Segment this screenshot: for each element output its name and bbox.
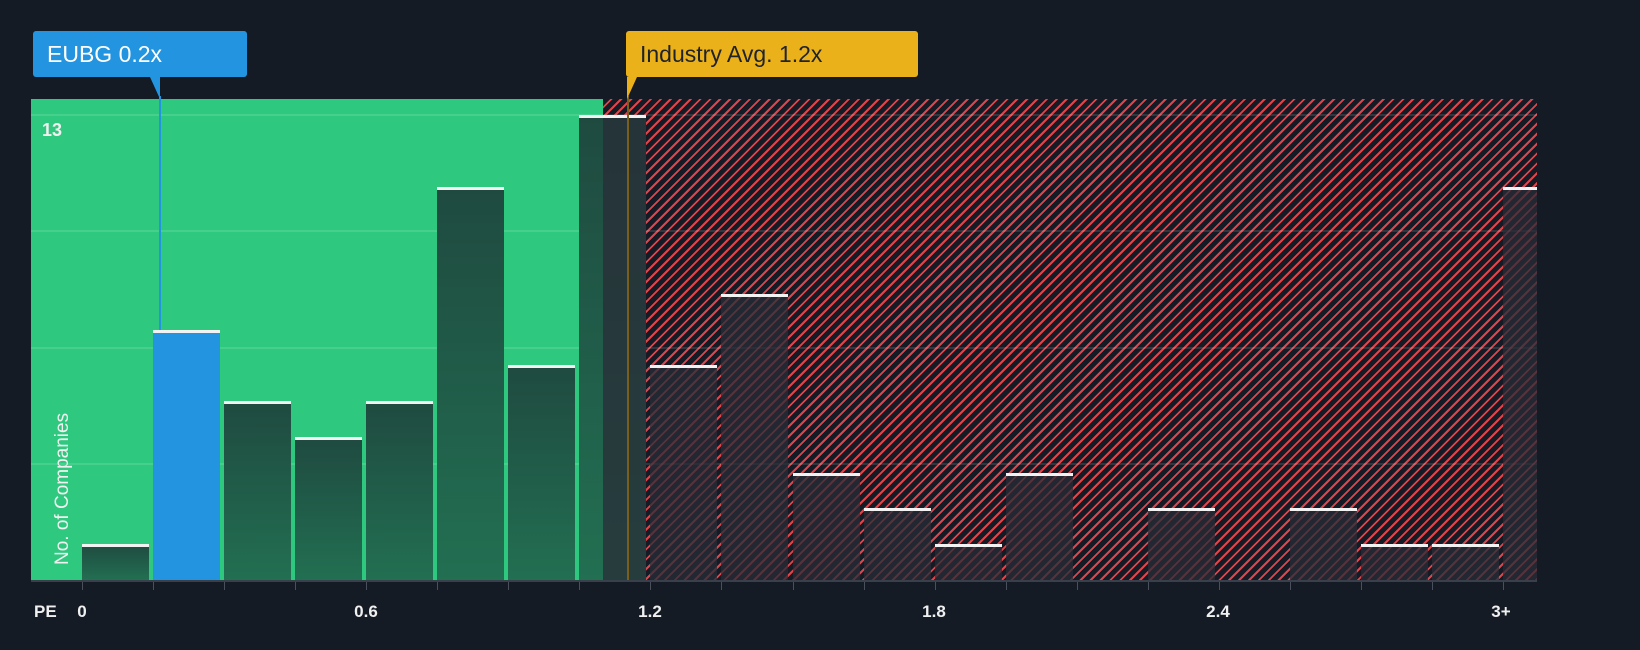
gridline (31, 230, 1537, 233)
bar-cap (153, 329, 221, 333)
histogram-bar (863, 508, 931, 580)
histogram-bar-overlap (603, 115, 647, 580)
x-tick (1006, 582, 1007, 590)
histogram-bar (82, 544, 149, 580)
company-callout: EUBG 0.2x (33, 31, 247, 77)
histogram-bar (366, 401, 434, 580)
bar-cap (1360, 544, 1428, 548)
x-tick (437, 582, 438, 590)
bar-cap (934, 544, 1002, 548)
x-tick (366, 582, 367, 590)
bar-cap (1147, 508, 1215, 512)
x-tick (864, 582, 865, 590)
x-tick (1148, 582, 1149, 590)
x-tick-label: 0.6 (354, 602, 378, 621)
x-tick (935, 582, 936, 590)
bar-cap (1431, 544, 1499, 548)
bar-cap (1503, 186, 1537, 190)
x-tick (721, 582, 722, 590)
y-axis-title: No. of Companies (52, 412, 73, 565)
histogram-bar (437, 186, 505, 580)
y-axis-max-label: 13 (42, 120, 63, 140)
histogram-bar (1360, 544, 1428, 580)
x-tick (1503, 582, 1504, 590)
x-tick-label: 2.4 (1206, 602, 1230, 621)
bar-cap (1289, 508, 1357, 512)
histogram-bar (721, 293, 789, 580)
x-tick (1219, 582, 1220, 590)
company-marker-line (159, 96, 161, 330)
gridline (31, 114, 1537, 116)
bar-cap (863, 508, 931, 512)
company-bar (153, 329, 221, 580)
bar-cap (295, 436, 363, 440)
x-tick (153, 582, 154, 590)
industry-callout-tail (627, 77, 637, 99)
histogram-bar (650, 365, 718, 580)
x-tick (1432, 582, 1433, 590)
x-tick (82, 582, 83, 590)
x-tick-label: 1.2 (638, 602, 662, 621)
plot-area (31, 99, 1537, 580)
x-tick (295, 582, 296, 590)
histogram-bar (934, 544, 1002, 580)
x-tick (793, 582, 794, 590)
x-tick (508, 582, 509, 590)
histogram-bar (295, 436, 363, 580)
bar-cap (721, 293, 789, 297)
bar-cap (603, 115, 647, 118)
x-axis-title: PE (34, 602, 57, 621)
x-tick-label: 1.8 (922, 602, 946, 621)
bar-cap (508, 365, 576, 369)
bar-cap (792, 472, 860, 476)
bar-cap (1005, 472, 1073, 476)
x-tick (1290, 582, 1291, 590)
industry-avg-callout: Industry Avg. 1.2x (626, 31, 918, 77)
x-tick (650, 582, 651, 590)
x-tick (1077, 582, 1078, 590)
x-tick (579, 582, 580, 590)
bar-cap (650, 365, 718, 369)
histogram-bar (792, 472, 860, 580)
bar-cap (366, 401, 434, 405)
bar-cap (82, 544, 149, 548)
x-tick (1361, 582, 1362, 590)
histogram-bar (1431, 544, 1499, 580)
company-callout-tail (150, 77, 160, 99)
x-tick-label: 3+ (1491, 602, 1511, 621)
histogram-bar (1005, 472, 1073, 580)
histogram-bar (1503, 186, 1537, 580)
histogram-bar (1147, 508, 1215, 580)
x-tick-label: 0 (77, 602, 87, 621)
x-axis-line (31, 580, 1537, 582)
histogram-bar (508, 365, 576, 580)
bar-cap (437, 186, 505, 190)
x-tick (224, 582, 225, 590)
bar-cap (224, 401, 292, 405)
histogram-bar (224, 401, 292, 580)
histogram-bar (1289, 508, 1357, 580)
industry-avg-marker-line (627, 96, 629, 580)
